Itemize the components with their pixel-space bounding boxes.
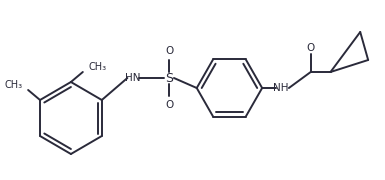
Text: CH₃: CH₃ xyxy=(89,62,107,72)
Text: O: O xyxy=(306,43,315,53)
Text: HN: HN xyxy=(125,73,140,83)
Text: S: S xyxy=(165,71,173,84)
Text: O: O xyxy=(165,100,173,110)
Text: CH₃: CH₃ xyxy=(4,80,22,90)
Text: O: O xyxy=(165,46,173,56)
Text: NH: NH xyxy=(273,83,289,93)
